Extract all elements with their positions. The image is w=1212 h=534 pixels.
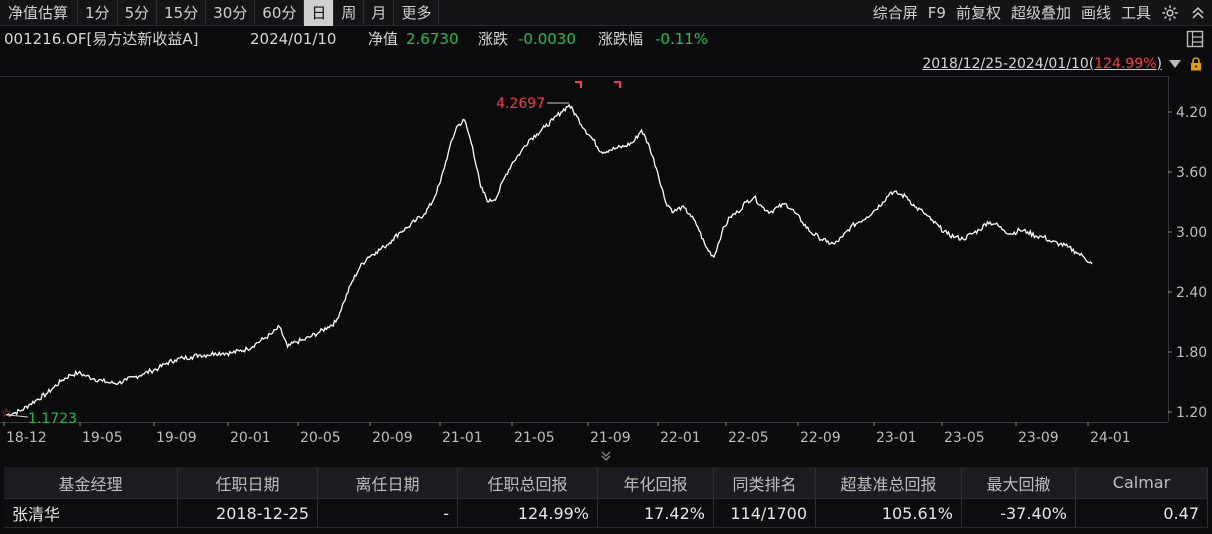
change-pct-value: -0.11% (655, 30, 709, 48)
column-header[interactable]: 最大回撤 (962, 467, 1076, 498)
min-value-label: 1.1723 (28, 411, 77, 427)
toolbar-button-2[interactable]: 前复权 (955, 4, 1001, 22)
y-tick-label: 2.40 (1176, 285, 1207, 301)
toolbar-button-3[interactable]: 超级叠加 (1010, 4, 1071, 22)
column-header[interactable]: 超基准总回报 (816, 467, 962, 498)
column-header[interactable]: 年化回报 (598, 467, 714, 498)
marker-bracket-icon (614, 81, 621, 88)
toolbar-button-4[interactable]: 画线 (1080, 4, 1111, 22)
lock-icon[interactable] (1188, 56, 1204, 72)
x-tick-label: 21-05 (514, 430, 555, 446)
tab-3[interactable]: 15分 (157, 0, 207, 26)
x-tick-label: 19-05 (82, 430, 123, 446)
nav-date: 2024/01/10 (250, 30, 337, 48)
tab-0[interactable]: 净值估算 (0, 0, 79, 26)
toolbar: 净值估算 1分 5分 15分 30分 60分日周月更多 综合屏 F9 前复权 超级叠加 画线 工具 (0, 0, 1212, 26)
tab-2[interactable]: 5分 (118, 0, 158, 26)
y-tick-label: 1.20 (1176, 405, 1207, 421)
manager-table: 基金经理 任职日期 离任日期 任职总回报 年化回报 同类排名 超基准总回报 最大回撤 Calma… (4, 467, 1208, 528)
table-row[interactable]: 张清华 2018-12-25-124.99% 17.42% 114/1700 105.6… (4, 499, 1208, 528)
y-tick-label: 1.80 (1176, 345, 1207, 361)
table-cell: 114/1700 (714, 499, 816, 527)
period-tabs: 净值估算 1分 5分 15分 30分 60分日周月更多 (0, 0, 440, 26)
x-tick-label: 18-12 (6, 430, 47, 446)
double-chevron-up-icon[interactable] (1184, 0, 1212, 26)
y-tick-label: 4.20 (1176, 105, 1207, 121)
dropdown-triangle-icon[interactable] (1166, 57, 1184, 71)
x-tick-label: 20-05 (300, 430, 341, 446)
table-cell: 105.61% (816, 499, 962, 527)
x-tick-label: 21-09 (590, 430, 631, 446)
column-header[interactable]: 离任日期 (318, 467, 458, 498)
table-cell: 张清华 (4, 499, 178, 527)
toolbar-button-0[interactable]: 综合屏 (872, 4, 918, 22)
toolbar-right: 综合屏 F9 前复权 超级叠加 画线 工具 (868, 0, 1212, 26)
column-header[interactable]: 任职总回报 (458, 467, 598, 498)
date-range[interactable]: 2018/12/25-2024/01/10(124.99%) (922, 53, 1212, 75)
table-cell: 124.99% (458, 499, 598, 527)
tab-5[interactable]: 60分 (255, 0, 305, 26)
layout-icon[interactable] (1186, 30, 1204, 48)
x-tick-label: 19-09 (156, 430, 197, 446)
gear-icon[interactable] (1156, 0, 1184, 26)
nav-line-chart[interactable]: 4.20 3.60 3.00 2.40 1.80 1.20 18-12 19-05 19-09 2… (0, 76, 1212, 446)
x-tick-label: 22-09 (800, 430, 841, 446)
table-cell: 2018-12-25 (178, 499, 318, 527)
max-value-label: 4.2697 (496, 96, 545, 112)
tab-6[interactable]: 日 (304, 0, 335, 26)
change-label: 涨跌 (478, 30, 509, 48)
toolbar-button-1[interactable]: F9 (927, 4, 946, 22)
nav-series-line (5, 103, 1093, 417)
collapse-toggle[interactable] (0, 449, 1212, 463)
change-pct-label: 涨跌幅 (598, 30, 644, 48)
x-tick-label: 20-01 (230, 430, 271, 446)
tab-7[interactable]: 周 (334, 0, 365, 26)
column-header[interactable]: 基金经理 (4, 467, 178, 498)
x-tick-label: 24-01 (1090, 430, 1131, 446)
column-header[interactable]: 同类排名 (714, 467, 816, 498)
fund-info-row: 001216.OF[易方达新收益A] 2024/01/10 净值 2.6730 … (0, 27, 1212, 51)
column-header[interactable]: 任职日期 (178, 467, 318, 498)
x-tick-label: 23-05 (944, 430, 985, 446)
table-cell: -37.40% (962, 499, 1076, 527)
start-marker-icon: ☆ (1, 406, 12, 420)
range-return: 124.99% (1094, 56, 1157, 72)
x-tick-label: 23-01 (876, 430, 917, 446)
change-value: -0.0030 (518, 30, 576, 48)
y-tick-label: 3.60 (1176, 165, 1207, 181)
x-tick-label: 22-01 (660, 430, 701, 446)
marker-bracket-icon (575, 81, 582, 88)
tab-1[interactable]: 1分 (78, 0, 118, 26)
tab-9[interactable]: 更多 (394, 0, 440, 26)
column-header[interactable]: Calmar (1076, 467, 1208, 498)
table-cell: 17.42% (598, 499, 714, 527)
fund-code: 001216.OF[易方达新收益A] (4, 30, 199, 48)
nav-label: 净值 (368, 30, 399, 48)
range-text[interactable]: 2018/12/25-2024/01/10(124.99%) (922, 56, 1162, 72)
x-tick-label: 20-09 (372, 430, 413, 446)
tab-8[interactable]: 月 (364, 0, 395, 26)
tab-4[interactable]: 30分 (206, 0, 256, 26)
double-chevron-down-icon[interactable] (600, 450, 612, 462)
nav-value: 2.6730 (406, 30, 459, 48)
table-header: 基金经理 任职日期 离任日期 任职总回报 年化回报 同类排名 超基准总回报 最大回撤 Calma… (4, 467, 1208, 499)
x-tick-label: 22-05 (728, 430, 769, 446)
table-cell: - (318, 499, 458, 527)
table-body: 张清华 2018-12-25-124.99% 17.42% 114/1700 105.6… (4, 499, 1208, 528)
table-cell: 0.47 (1076, 499, 1208, 527)
x-tick-label: 23-09 (1018, 430, 1059, 446)
y-tick-label: 3.00 (1176, 225, 1207, 241)
x-tick-label: 21-01 (442, 430, 483, 446)
toolbar-button-5[interactable]: 工具 (1120, 4, 1151, 22)
min-pointer (7, 414, 29, 418)
